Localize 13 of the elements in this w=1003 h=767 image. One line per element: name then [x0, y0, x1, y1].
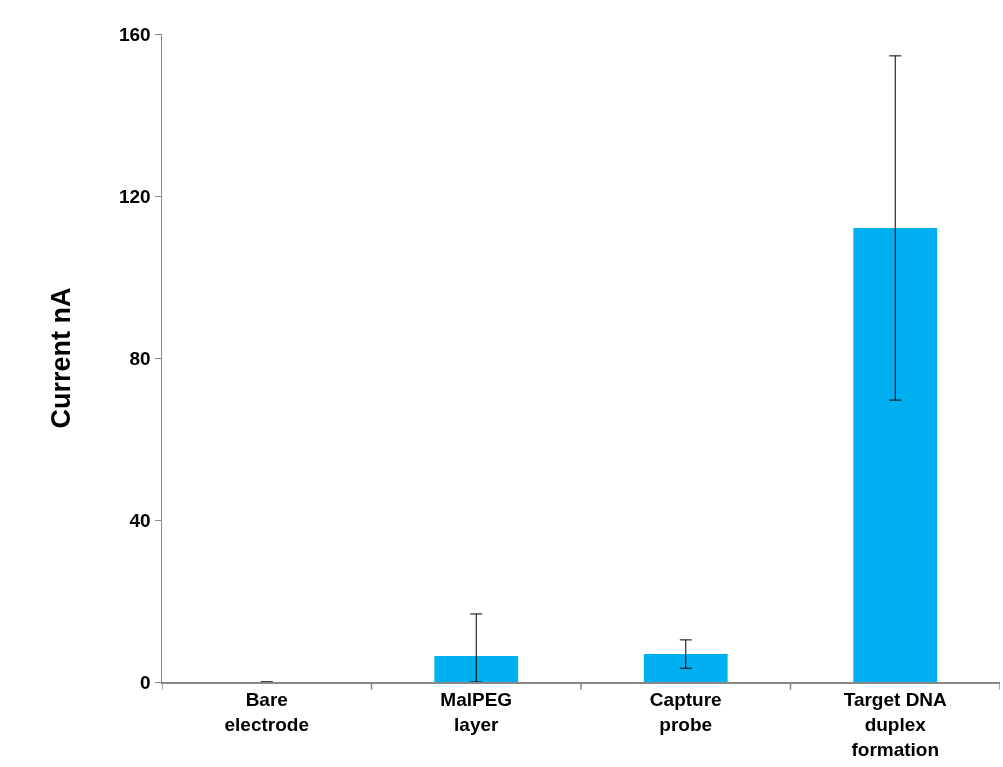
- y-tick-label: 0: [140, 671, 151, 693]
- bar: [434, 656, 519, 682]
- x-tick-label: Target DNA duplex formation: [843, 689, 948, 760]
- x-tick-label: Capture probe: [649, 689, 722, 735]
- bar: [853, 228, 938, 682]
- y-tick-label: 40: [129, 509, 151, 531]
- y-tick-label: 160: [119, 23, 151, 45]
- bar: [643, 654, 728, 682]
- y-tick-label: 80: [129, 347, 151, 369]
- y-axis-title: Current nA: [46, 287, 77, 429]
- y-tick-label: 120: [119, 185, 151, 207]
- x-tick-label: MalPEG layer: [440, 689, 513, 735]
- x-tick-label: Bare electrode: [224, 689, 309, 735]
